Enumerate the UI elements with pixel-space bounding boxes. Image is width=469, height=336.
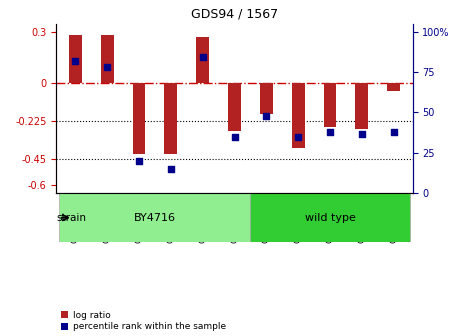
Bar: [250, 194, 409, 242]
Bar: [69, 35, 82, 83]
Bar: [197, 37, 209, 83]
Text: wild type: wild type: [304, 213, 356, 223]
Point: [231, 134, 238, 139]
Bar: [228, 83, 241, 131]
Point: [358, 131, 365, 136]
Text: strain: strain: [57, 213, 87, 223]
Point: [390, 129, 397, 135]
Bar: [387, 83, 400, 91]
Point: [135, 158, 143, 164]
Legend: log ratio, percentile rank within the sample: log ratio, percentile rank within the sa…: [61, 311, 226, 332]
Point: [199, 55, 206, 60]
Point: [72, 58, 79, 64]
Point: [167, 166, 174, 172]
Bar: [101, 35, 113, 83]
Point: [326, 129, 334, 135]
Title: GDS94 / 1567: GDS94 / 1567: [191, 8, 278, 21]
Bar: [324, 83, 336, 127]
Point: [263, 113, 270, 118]
Bar: [356, 83, 368, 129]
Text: BY4716: BY4716: [134, 213, 176, 223]
Bar: [292, 83, 304, 148]
Point: [104, 65, 111, 70]
Point: [295, 134, 302, 139]
Bar: [60, 194, 250, 242]
Bar: [165, 83, 177, 154]
Bar: [260, 83, 272, 114]
Bar: [133, 83, 145, 154]
